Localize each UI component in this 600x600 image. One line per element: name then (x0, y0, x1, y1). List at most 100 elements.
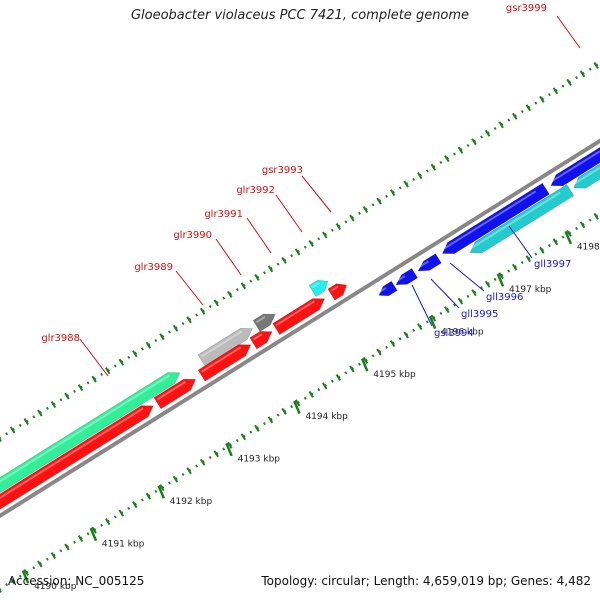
scale-tick-label: 4191 kbp (102, 539, 145, 549)
scale-minor-tick (349, 365, 355, 373)
scale-minor-tick (9, 577, 16, 585)
scale-major-tick (428, 315, 437, 330)
scale-major-tick (225, 442, 233, 457)
scale-minor-tick (417, 323, 423, 331)
scale-major-tick (21, 570, 30, 584)
scale-dot (222, 447, 226, 451)
gene-gll3995-label: gll3995 (461, 309, 498, 320)
gene-glr3991-leader (246, 217, 272, 254)
scale-dot (412, 177, 416, 181)
scale-minor-tick (512, 263, 518, 271)
gene-gll3997-b (573, 163, 600, 189)
gene-glr3991 (252, 313, 276, 332)
scale-dot (276, 262, 280, 266)
scale-minor-tick (552, 238, 559, 246)
map-title: Gloeobacter violaceus PCC 7421, complete… (130, 8, 470, 23)
scale-dot (534, 101, 538, 105)
gene-gll3995-leader (430, 278, 460, 309)
scale-minor-tick (118, 358, 124, 366)
scale-dot (493, 126, 497, 131)
scale-minor-tick (159, 333, 165, 341)
scale-dot (493, 277, 497, 282)
gene-highlight (200, 330, 243, 358)
scale-dot (385, 194, 389, 198)
scale-minor-tick (403, 331, 409, 339)
gene-highlight (550, 149, 600, 183)
scale-minor-tick (240, 282, 247, 290)
scale-dot (208, 305, 212, 309)
scale-minor-tick (349, 214, 355, 222)
scale-dot (358, 211, 361, 215)
scale-dot (113, 515, 117, 519)
scale-tick-label: 4193 kbp (238, 455, 281, 465)
scale-dot (412, 328, 416, 332)
scale-minor-tick (294, 248, 301, 256)
scale-dot (45, 406, 49, 410)
scale-minor-tick (64, 543, 70, 551)
scale-minor-tick (9, 426, 16, 434)
scale-minor-tick (23, 418, 29, 426)
gene-highlight (417, 260, 429, 269)
scale-minor-tick (37, 409, 43, 417)
scale-dot (588, 218, 592, 222)
scale-tick-label: 4197 kbp (509, 285, 552, 295)
scale-minor-tick (335, 223, 342, 231)
scale-dot (303, 245, 307, 249)
scale-tick-label: 4192 kbp (170, 497, 213, 507)
scale-minor-tick (471, 138, 477, 146)
scale-minor-tick (389, 189, 396, 197)
scale-dot (86, 532, 90, 536)
scale-dot (344, 220, 348, 224)
scale-minor-tick (430, 314, 437, 322)
scale-major-tick (496, 273, 505, 287)
scale-dot (32, 566, 36, 570)
scale-minor-tick (91, 526, 97, 534)
scale-dot (453, 152, 456, 156)
scale-dot (344, 371, 348, 375)
scale-dot (425, 169, 429, 173)
gene-gll3996-leader (449, 262, 485, 292)
scale-dot (5, 583, 9, 587)
scale-minor-tick (50, 552, 57, 559)
scale-minor-tick (267, 265, 274, 273)
scale-minor-tick (539, 246, 545, 254)
scale-minor-tick (254, 273, 260, 281)
scale-dot (100, 523, 104, 527)
scale-minor-tick (213, 299, 219, 307)
scale-dot (235, 288, 239, 292)
scale-minor-tick (308, 390, 314, 398)
scale-dot (249, 279, 253, 283)
scale-minor-tick (362, 356, 369, 364)
gene-gll3995 (395, 268, 418, 286)
scale-dot (154, 489, 158, 493)
gene-glr3988 (0, 372, 181, 494)
scale-dot (127, 355, 131, 359)
gene-gll3997-leader (508, 225, 533, 259)
scale-dot (290, 405, 294, 409)
scale-minor-tick (186, 467, 192, 475)
scale-minor-tick (281, 256, 287, 264)
scale-dot (385, 345, 389, 349)
scale-dot (507, 118, 511, 122)
scale-minor-tick (23, 568, 29, 576)
scale-tick-label: 4190 kbp (34, 582, 77, 592)
scale-minor-tick (118, 509, 124, 517)
gene-glr3989-label: glr3989 (134, 262, 173, 273)
gene-highlight (275, 300, 315, 327)
scale-minor-tick (335, 373, 342, 381)
scale-dot (575, 76, 578, 80)
scale-dot (45, 557, 49, 561)
scale-minor-tick (77, 535, 84, 543)
scale-dot (453, 303, 456, 307)
scale-dot (520, 260, 524, 265)
scale-dot (59, 549, 63, 553)
scale-dot (195, 464, 199, 468)
scale-minor-tick (145, 341, 152, 349)
scale-dot (86, 381, 90, 385)
scale-minor-tick (484, 129, 491, 137)
scale-minor-tick (172, 324, 179, 332)
scale-minor-tick (376, 348, 382, 356)
gene-highlight (201, 346, 242, 373)
scale-minor-tick (322, 382, 328, 390)
gene-gsl3994 (378, 280, 398, 297)
